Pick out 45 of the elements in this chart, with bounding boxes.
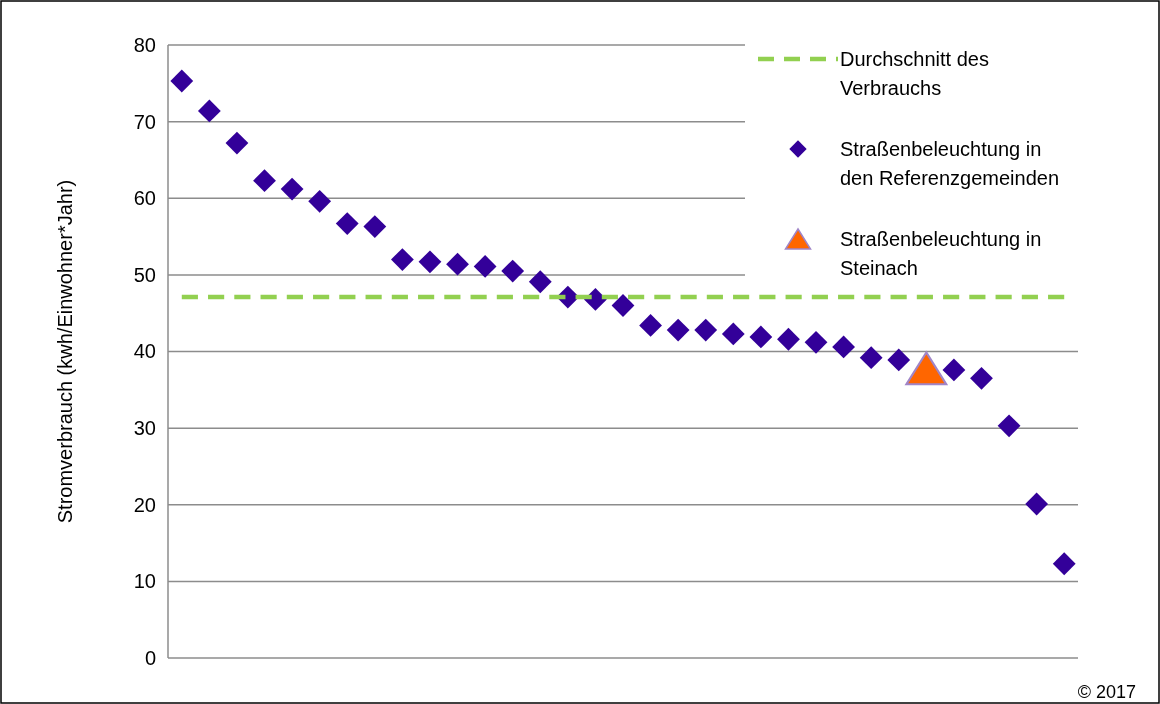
point xyxy=(1025,492,1049,516)
y-axis-title: Stromverbrauch (kwh/Einwohner*Jahr) xyxy=(54,179,76,524)
point xyxy=(611,294,635,317)
y-tick-label: 10 xyxy=(133,570,156,593)
y-tick-label: 30 xyxy=(133,417,156,440)
point xyxy=(170,69,194,93)
point xyxy=(777,327,800,351)
point xyxy=(721,322,745,346)
point xyxy=(749,325,773,349)
point xyxy=(804,330,828,354)
y-tick-label: 0 xyxy=(144,646,156,669)
point xyxy=(887,348,911,372)
point xyxy=(197,99,221,123)
point xyxy=(418,250,442,274)
point xyxy=(970,366,993,390)
y-tick-label: 20 xyxy=(133,493,156,516)
point xyxy=(280,177,304,201)
point xyxy=(997,414,1021,438)
point xyxy=(1052,552,1076,576)
text: © 2017 xyxy=(1077,682,1136,702)
point xyxy=(905,351,948,386)
point xyxy=(528,270,552,294)
point xyxy=(473,255,497,278)
y-tick-label: 70 xyxy=(133,110,156,133)
point xyxy=(694,318,718,342)
point xyxy=(253,169,276,193)
legend-label: Straßenbeleuchtung in Steinach xyxy=(840,228,1042,279)
y-tick-label: 60 xyxy=(133,187,156,210)
point xyxy=(859,346,883,370)
y-tick-label: 80 xyxy=(133,33,156,56)
point xyxy=(308,189,332,213)
legend-label: Straßenbeleuchtung in den Referenzgemeinden xyxy=(840,138,1060,189)
point xyxy=(446,252,469,276)
point xyxy=(942,358,966,382)
point xyxy=(832,335,856,359)
point xyxy=(666,318,690,342)
legend-label: Durchschnitt des Verbrauchs xyxy=(840,48,989,99)
point xyxy=(390,248,414,271)
point xyxy=(335,212,359,235)
point xyxy=(501,259,525,283)
y-tick-label: 40 xyxy=(133,340,156,363)
point xyxy=(225,131,249,155)
point xyxy=(363,215,387,238)
y-tick-label: 50 xyxy=(133,263,156,286)
point xyxy=(639,314,662,337)
